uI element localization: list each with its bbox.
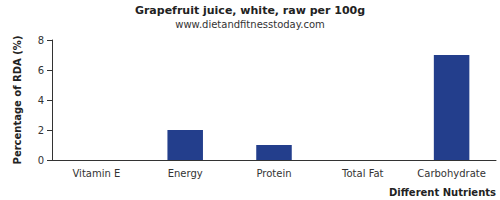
svg-text:2: 2 (38, 125, 44, 136)
svg-text:www.dietandfitnesstoday.com: www.dietandfitnesstoday.com (175, 19, 324, 30)
svg-text:Carbohydrate: Carbohydrate (417, 168, 486, 179)
svg-text:0: 0 (38, 155, 44, 166)
svg-text:6: 6 (38, 65, 44, 76)
svg-text:Vitamin E: Vitamin E (72, 168, 120, 179)
svg-text:Energy: Energy (168, 168, 203, 179)
svg-text:Different Nutrients: Different Nutrients (389, 187, 496, 198)
svg-text:4: 4 (38, 95, 44, 106)
svg-text:Percentage of RDA (%): Percentage of RDA (%) (12, 36, 23, 165)
svg-text:8: 8 (38, 35, 44, 46)
svg-text:Grapefruit juice, white, raw p: Grapefruit juice, white, raw per 100g (135, 4, 365, 17)
svg-text:Total Fat: Total Fat (341, 168, 383, 179)
svg-text:Protein: Protein (256, 168, 291, 179)
